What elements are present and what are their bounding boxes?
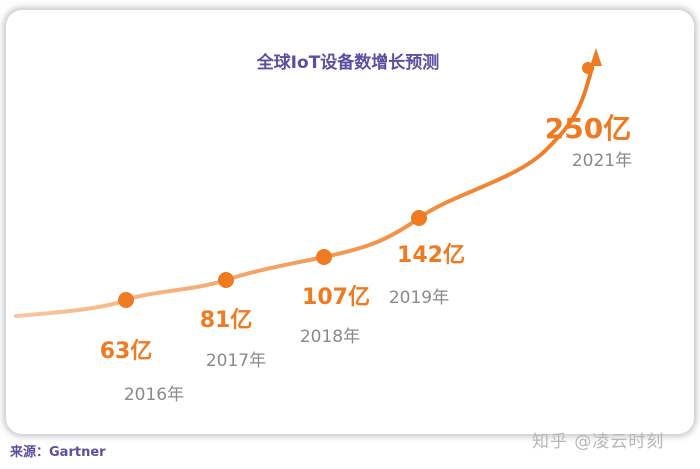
data-point-3 <box>411 210 427 226</box>
data-point-2 <box>316 249 332 265</box>
value-label-0: 63亿 <box>100 339 153 364</box>
year-label-2: 2018年 <box>300 327 360 347</box>
year-label-4: 2021年 <box>572 151 632 171</box>
year-label-1: 2017年 <box>206 351 266 371</box>
value-label-3: 142亿 <box>397 243 465 268</box>
chart-card: 全球IoT设备数增长预测 63亿 2016年 81亿 2017年 107亿 2018年 14… <box>6 10 694 434</box>
value-label-1: 81亿 <box>200 308 253 333</box>
data-point-0 <box>118 292 134 308</box>
trend-arrow-head <box>590 48 602 66</box>
iot-growth-chart: 全球IoT设备数增长预测 63亿 2016年 81亿 2017年 107亿 2018年 14… <box>14 48 632 405</box>
year-label-3: 2019年 <box>389 288 449 308</box>
data-point-4 <box>582 62 594 74</box>
data-point-1 <box>218 272 234 288</box>
value-label-4: 250亿 <box>545 112 631 145</box>
year-label-0: 2016年 <box>124 385 184 405</box>
watermark: 知乎 @凌云时刻 <box>532 432 665 452</box>
value-label-2: 107亿 <box>302 285 370 310</box>
trend-line <box>14 66 594 318</box>
chart-marks: 63亿 2016年 81亿 2017年 107亿 2018年 142亿 2019年 250亿 20… <box>100 62 632 405</box>
source-label: 来源：Gartner <box>10 445 106 460</box>
chart-title: 全球IoT设备数增长预测 <box>256 52 440 73</box>
